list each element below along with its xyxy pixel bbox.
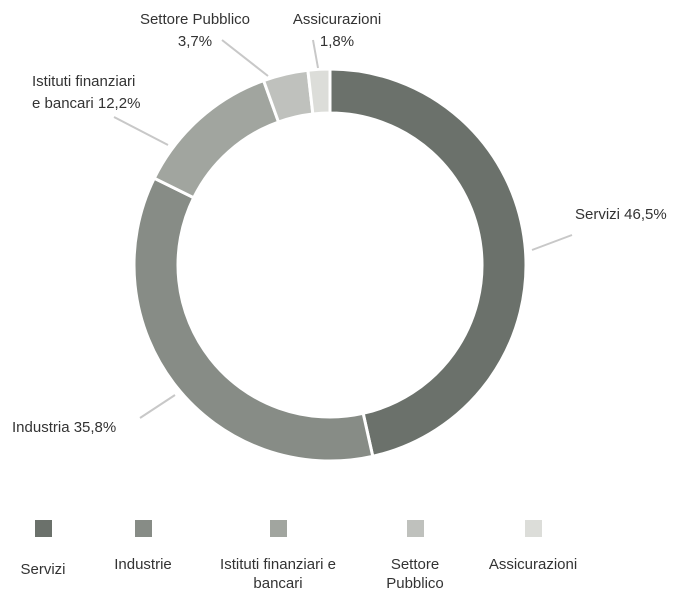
data-label: Istituti finanziari xyxy=(32,73,135,90)
donut-chart: Servizi 46,5% Industria 35,8% Istituti fin… xyxy=(12,11,667,463)
donut-slice xyxy=(306,67,332,116)
legend-swatch xyxy=(407,520,424,537)
data-label: Industria 35,8% xyxy=(12,419,116,436)
donut-slice xyxy=(328,67,528,459)
legend-label: Istituti finanziari e bancari xyxy=(220,556,336,592)
leader-line xyxy=(139,394,176,419)
donut-slice xyxy=(152,78,281,200)
legend-label: Servizi xyxy=(20,561,66,578)
data-label: Servizi 46,5% xyxy=(575,206,667,223)
legend-label: Industrie xyxy=(114,556,172,573)
legend-swatch xyxy=(35,520,52,537)
leader-line xyxy=(531,234,573,251)
legend-swatch xyxy=(525,520,542,537)
leader-line xyxy=(113,116,169,146)
data-label: Settore Pubblico xyxy=(140,11,250,28)
leader-line xyxy=(221,39,269,77)
data-label: e bancari 12,2% xyxy=(32,95,140,112)
data-label: 3,7% xyxy=(178,33,212,50)
legend-label: Assicurazioni xyxy=(488,556,578,573)
legend-swatch xyxy=(135,520,152,537)
data-label: Assicurazioni xyxy=(293,11,381,28)
data-label: 1,8% xyxy=(320,33,354,50)
legend-swatch xyxy=(270,520,287,537)
donut-slice xyxy=(132,176,375,463)
leader-line xyxy=(312,39,319,69)
legend-label: Settore Pubblico xyxy=(386,556,444,592)
